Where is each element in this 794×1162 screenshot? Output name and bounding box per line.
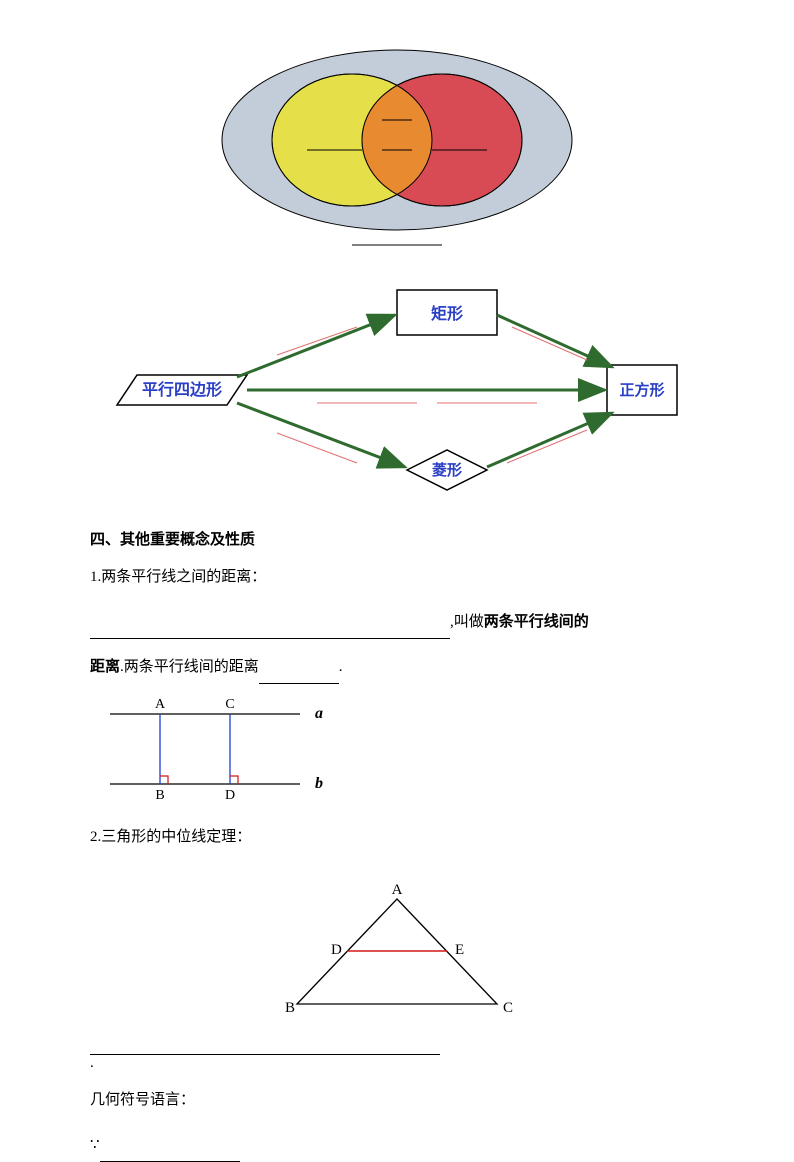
label-B: B — [155, 788, 164, 803]
node-rhombus-label: 菱形 — [432, 461, 462, 479]
triangle-midline-figure: A B C D E — [90, 884, 704, 1029]
item-1-tail: 距离.两条平行线间的距离. — [90, 651, 704, 684]
because-line: ∵ — [90, 1129, 704, 1162]
item-2-intro: 2.三角形的中位线定理： — [90, 821, 704, 854]
flow-svg: 平行四边形 矩形 菱形 正方形 — [97, 275, 697, 505]
node-square-label: 正方形 — [619, 381, 664, 399]
label-line-a: a — [315, 705, 323, 722]
because-symbol: ∵ — [90, 1137, 100, 1153]
blank-midline-theorem — [90, 1035, 440, 1055]
tri-A: A — [392, 884, 403, 898]
bold-distance: 距离 — [90, 659, 120, 675]
item-1-fill: ,叫做两条平行线间的 — [90, 606, 704, 639]
node-rectangle-label: 矩形 — [431, 304, 463, 323]
bold-parallel-lines: 两条平行线间的 — [484, 614, 589, 630]
text-after-blank: ,叫做 — [450, 614, 484, 630]
label-C: C — [225, 697, 234, 712]
tri-C: C — [503, 1000, 513, 1016]
quadrilateral-flowchart: 平行四边形 矩形 菱形 正方形 — [90, 275, 704, 510]
item-1-intro: 1.两条平行线之间的距离： — [90, 561, 704, 594]
tri-B: B — [285, 1000, 295, 1016]
period-1: . — [90, 1055, 94, 1071]
blank-property — [259, 666, 339, 684]
label-D: D — [225, 788, 235, 803]
tri-E: E — [455, 942, 464, 958]
section-4-title: 四、其他重要概念及性质 — [90, 528, 704, 549]
label-line-b: b — [315, 775, 323, 792]
blank-definition — [90, 621, 450, 639]
venn-diagram — [90, 40, 704, 265]
tri-D: D — [331, 942, 342, 958]
label-A: A — [155, 697, 166, 712]
blank-because — [100, 1144, 240, 1162]
node-parallelogram-label: 平行四边形 — [142, 380, 222, 399]
geom-lang-label: 几何符号语言： — [90, 1084, 704, 1117]
parallel-lines-figure: A C B D a b — [100, 694, 704, 809]
text-tail: .两条平行线间的距离 — [120, 659, 259, 675]
venn-svg — [212, 40, 582, 260]
